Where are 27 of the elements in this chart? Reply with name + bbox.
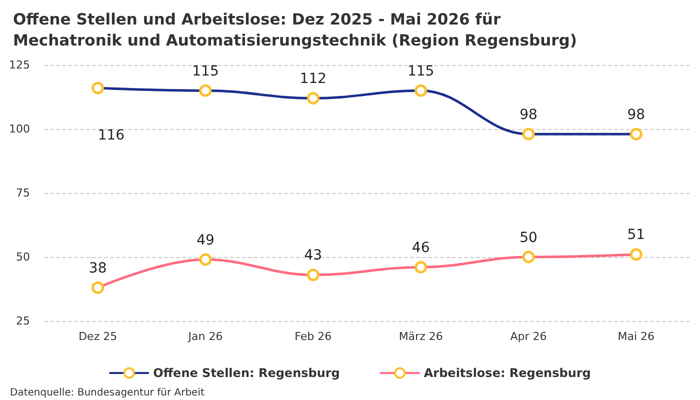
data-label: 51 [627,227,646,244]
data-label: 38 [88,260,107,276]
legend-label: Offene Stellen: Regensburg [153,366,340,380]
x-tick-label: Feb 26 [294,330,332,343]
y-tick-label: 75 [16,186,30,200]
y-tick-label: 25 [16,314,30,328]
data-label: 43 [304,248,322,264]
x-tick-label: Apr 26 [510,330,547,343]
x-tick-label: Mai 26 [618,330,655,343]
y-tick-label: 125 [9,58,30,72]
y-tick-label: 100 [9,122,30,136]
x-tick-label: März 26 [398,330,443,343]
text: Datenquelle: Bundesagentur für Arbeit [10,388,204,398]
y-tick-label: 50 [16,250,30,264]
legend-label: Arbeitslose: Regensburg [424,366,591,380]
x-tick-label: Jan 26 [187,330,223,343]
x-tick-label: Dez 25 [78,330,118,343]
data-label: 98 [520,106,538,123]
chart-title: Offene Stellen und Arbeitslose: Dez 2025 - Mai 2026 für Mechatronik und Automatisierungstechnik (Region Regensburg) [13,10,577,50]
data-label: 98 [627,106,646,123]
data-label: 46 [412,240,430,256]
data-label: 116 [98,127,125,144]
data-label: 112 [300,71,327,88]
data-label: 49 [196,232,214,248]
data-label: 115 [192,63,219,80]
data-label: 50 [520,230,538,246]
data-label: 115 [407,63,434,80]
